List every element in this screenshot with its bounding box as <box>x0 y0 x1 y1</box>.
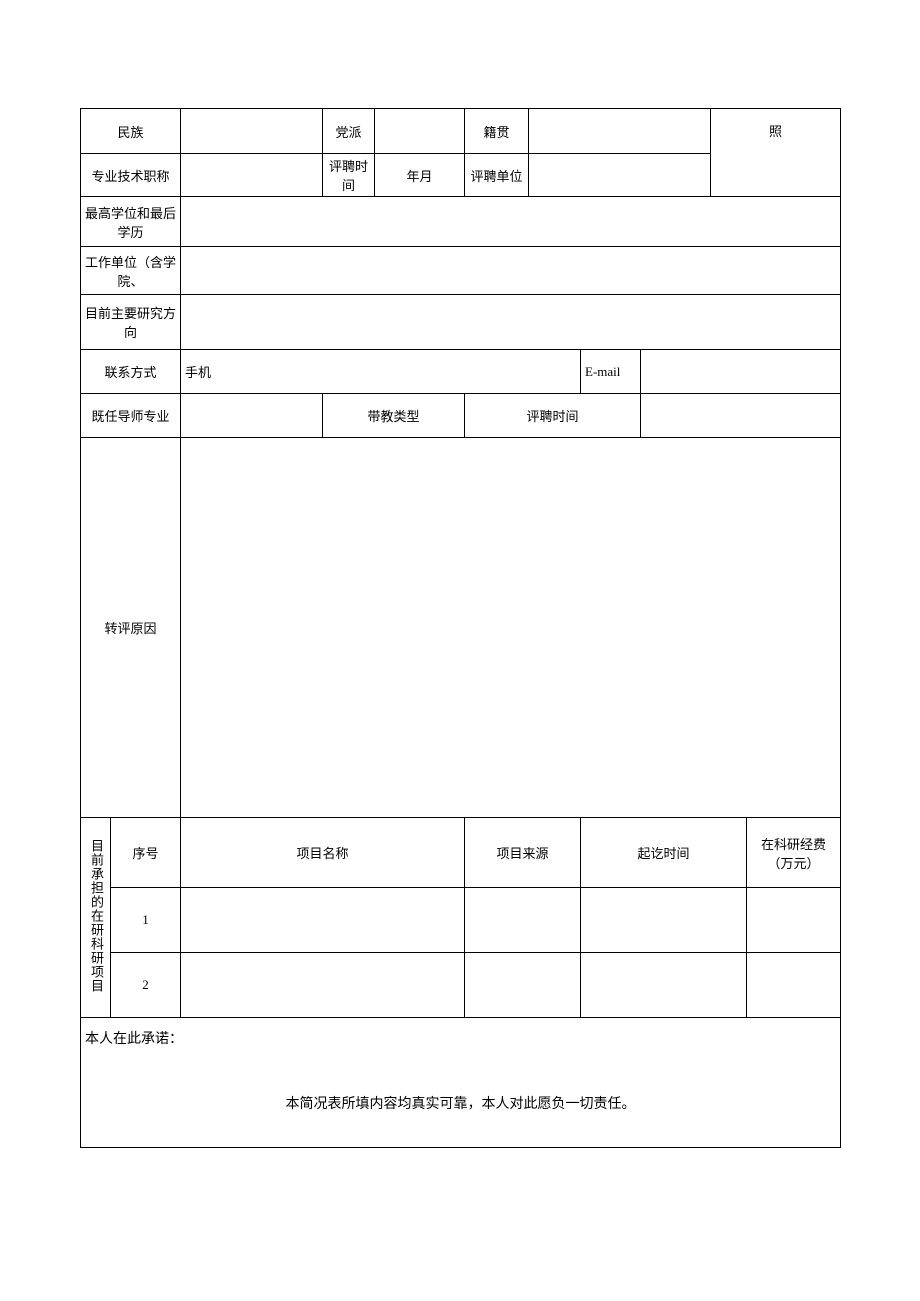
proj2-index: 2 <box>111 953 181 1018</box>
proj-header-period: 起讫时间 <box>581 818 747 888</box>
email-label: E-mail <box>581 350 641 394</box>
row-commitment: 本人在此承诺： 本简况表所填内容均真实可靠，本人对此愿负一切责任。 <box>81 1018 841 1148</box>
commitment-body: 本简况表所填内容均真实可靠，本人对此愿负一切责任。 <box>85 1093 836 1113</box>
eval-unit-label: 评聘单位 <box>465 154 529 197</box>
native-label: 籍贯 <box>465 109 529 154</box>
research-value[interactable] <box>181 295 841 350</box>
proj2-period[interactable] <box>581 953 747 1018</box>
transfer-reason-label: 转评原因 <box>81 438 181 818</box>
degree-value[interactable] <box>181 197 841 247</box>
photo-label: 照 <box>711 109 841 197</box>
degree-label: 最高学位和最后学历 <box>81 197 181 247</box>
eval-time2-label: 评聘时间 <box>465 394 641 438</box>
row-project-1: 1 <box>81 888 841 953</box>
prev-label: 既任导师专业 <box>81 394 181 438</box>
native-value[interactable] <box>529 109 711 154</box>
proj2-source[interactable] <box>465 953 581 1018</box>
research-label: 目前主要研究方向 <box>81 295 181 350</box>
eval-time2-value[interactable] <box>641 394 841 438</box>
row-contact: 联系方式 手机 E-mail <box>81 350 841 394</box>
proj2-name[interactable] <box>181 953 465 1018</box>
proj-header-source: 项目来源 <box>465 818 581 888</box>
row-research-direction: 目前主要研究方向 <box>81 295 841 350</box>
contact-label: 联系方式 <box>81 350 181 394</box>
application-form-table: 民族 党派 籍贯 照 专业技术职称 评聘时间 年月 评聘单位 最高学位和最后学历… <box>80 108 841 1148</box>
proj1-period[interactable] <box>581 888 747 953</box>
row-ethnicity: 民族 党派 籍贯 照 <box>81 109 841 154</box>
proj-header-name: 项目名称 <box>181 818 465 888</box>
proj-header-index: 序号 <box>111 818 181 888</box>
proj1-source[interactable] <box>465 888 581 953</box>
row-transfer-reason: 转评原因 <box>81 438 841 818</box>
phone-cell[interactable]: 手机 <box>181 350 581 394</box>
teach-type-label: 带教类型 <box>323 394 465 438</box>
row-degree: 最高学位和最后学历 <box>81 197 841 247</box>
year-month-value[interactable]: 年月 <box>375 154 465 197</box>
proj2-funding[interactable] <box>747 953 841 1018</box>
proj1-funding[interactable] <box>747 888 841 953</box>
party-label: 党派 <box>323 109 375 154</box>
row-work-unit: 工作单位（含学院、 <box>81 247 841 295</box>
commitment-cell: 本人在此承诺： 本简况表所填内容均真实可靠，本人对此愿负一切责任。 <box>81 1018 841 1148</box>
party-value[interactable] <box>375 109 465 154</box>
proj-header-funding: 在科研经费（万元） <box>747 818 841 888</box>
proj1-name[interactable] <box>181 888 465 953</box>
row-project-2: 2 <box>81 953 841 1018</box>
row-previous-supervisor: 既任导师专业 带教类型 评聘时间 <box>81 394 841 438</box>
email-value[interactable] <box>641 350 841 394</box>
work-unit-label: 工作单位（含学院、 <box>81 247 181 295</box>
row-projects-header: 目前承担的在研科研项目 序号 项目名称 项目来源 起讫时间 在科研经费（万元） <box>81 818 841 888</box>
work-unit-value[interactable] <box>181 247 841 295</box>
prof-title-value[interactable] <box>181 154 323 197</box>
projects-section-label-text: 目前承担的在研科研项目 <box>87 839 104 993</box>
eval-time-label: 评聘时间 <box>323 154 375 197</box>
prof-title-label: 专业技术职称 <box>81 154 181 197</box>
projects-section-label: 目前承担的在研科研项目 <box>81 818 111 1018</box>
ethnicity-value[interactable] <box>181 109 323 154</box>
phone-label: 手机 <box>185 365 211 380</box>
proj1-index: 1 <box>111 888 181 953</box>
commitment-title: 本人在此承诺： <box>85 1028 836 1048</box>
transfer-reason-value[interactable] <box>181 438 841 818</box>
eval-unit-value[interactable] <box>529 154 711 197</box>
prev-value[interactable] <box>181 394 323 438</box>
ethnicity-label: 民族 <box>81 109 181 154</box>
